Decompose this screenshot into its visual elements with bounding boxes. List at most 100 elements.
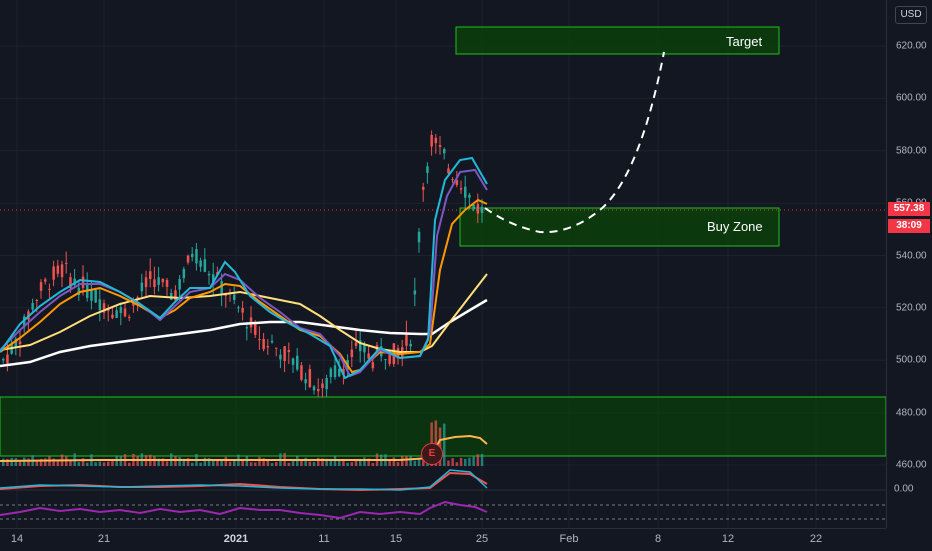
volume-bar — [39, 458, 43, 466]
candle-body — [56, 265, 60, 274]
candle-body — [178, 279, 181, 290]
current-price-tag: 557.38 — [888, 202, 930, 216]
volume-bar — [455, 462, 459, 466]
candle-body — [455, 180, 459, 185]
candle-body — [283, 346, 286, 362]
volume-bar — [396, 462, 400, 466]
oscillator-purple — [0, 500, 488, 520]
time-tick-label: 14 — [10, 533, 24, 545]
volume-bar — [275, 462, 278, 466]
volume-bar — [443, 423, 446, 466]
candle-body — [241, 308, 244, 313]
time-tick-label: Feb — [559, 533, 579, 545]
candle-body — [6, 354, 9, 364]
price-tick-label: 520.00 — [896, 302, 927, 314]
volume-bar — [165, 461, 169, 466]
volume-bar — [367, 458, 370, 466]
candle-body — [132, 302, 135, 306]
candle-body — [39, 282, 43, 291]
candle-body — [338, 368, 341, 377]
buy-zone[interactable] — [459, 207, 780, 247]
target-zone[interactable] — [455, 26, 780, 55]
candle-body — [480, 206, 484, 214]
volume-bar — [27, 458, 30, 466]
time-scale[interactable] — [0, 528, 886, 551]
volume-bar — [199, 462, 202, 466]
volume-bar — [35, 460, 39, 466]
volume-bar — [325, 458, 328, 466]
volume-bar — [136, 456, 139, 466]
currency-button[interactable]: USD — [895, 6, 927, 24]
volume-bar — [392, 457, 396, 466]
candle-body — [165, 279, 169, 287]
volume-bar — [472, 456, 475, 466]
candle-body — [35, 299, 39, 301]
candle-body — [359, 340, 362, 352]
volume-bar — [401, 456, 404, 466]
candle-body — [363, 343, 366, 353]
volume-bars — [0, 420, 488, 466]
candle-body — [245, 327, 249, 329]
volume-bar — [233, 459, 236, 466]
volume-bar — [317, 457, 320, 466]
candle-body — [279, 354, 282, 360]
candle-body — [262, 339, 265, 350]
candle-body — [405, 332, 408, 346]
volume-bar — [254, 462, 257, 466]
earnings-marker[interactable]: E — [421, 443, 443, 465]
candle-body — [31, 303, 34, 310]
volume-bar — [107, 461, 110, 466]
candle-body — [128, 316, 131, 318]
volume-bar — [44, 458, 47, 466]
candle-body — [191, 253, 194, 258]
candle-body — [384, 359, 387, 361]
volume-bar — [291, 459, 295, 466]
candle-body — [321, 383, 324, 389]
volume-bar — [174, 456, 177, 466]
volume-bar — [451, 458, 454, 466]
candle-body — [333, 365, 337, 378]
volume-bar — [405, 455, 408, 466]
volume-bar — [128, 462, 131, 466]
volume-bar — [212, 459, 215, 466]
volume-bar — [186, 458, 190, 466]
volume-bar — [2, 458, 5, 466]
volume-bar — [464, 458, 467, 466]
volume-bar — [459, 457, 463, 466]
volume-bar — [480, 453, 484, 466]
candle-body — [459, 188, 463, 190]
projection-path — [484, 51, 665, 234]
volume-bar — [262, 458, 265, 466]
candle-body — [170, 292, 173, 300]
price-scale[interactable] — [886, 0, 932, 528]
volume-bar — [346, 462, 349, 466]
oscillator-cyan — [0, 469, 488, 491]
candle-body — [65, 262, 68, 264]
candle-body — [48, 288, 51, 290]
volume-bar — [182, 458, 186, 466]
volume-bar — [296, 456, 299, 466]
candle-body — [153, 279, 156, 287]
candle-body — [195, 249, 198, 264]
volume-bar — [270, 462, 274, 466]
price-tick-label: 480.00 — [896, 407, 927, 419]
ma-yellow — [0, 273, 488, 353]
candle-body — [312, 386, 316, 391]
candle-body — [73, 278, 76, 285]
volume-bar — [363, 457, 366, 466]
candle-body — [426, 166, 429, 173]
candle-body — [224, 294, 228, 296]
volume-bar — [220, 460, 223, 466]
time-tick-label: 15 — [389, 533, 403, 545]
candle-body — [296, 355, 299, 370]
candle-body — [77, 287, 81, 296]
candle-body — [60, 264, 64, 278]
candle-body — [237, 307, 240, 309]
volume-bar — [228, 461, 232, 466]
candle-body — [266, 346, 270, 348]
oscillator-red — [0, 471, 488, 492]
volume-bar — [476, 454, 480, 466]
volume-bar — [178, 457, 181, 466]
candle-body — [287, 350, 291, 353]
